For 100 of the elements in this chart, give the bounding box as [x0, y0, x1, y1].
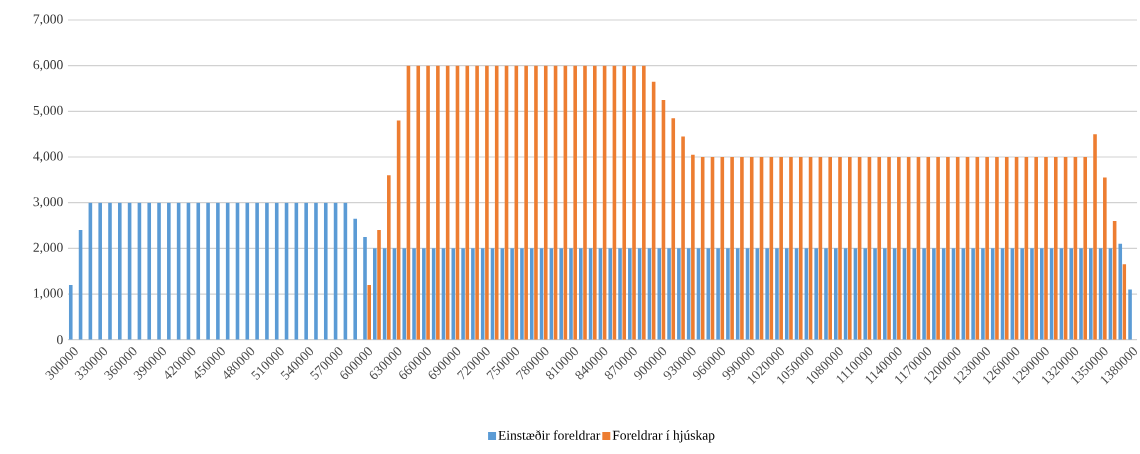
bar [681, 136, 685, 340]
legend-label: Foreldrar í hjúskap [612, 430, 715, 443]
bar [569, 248, 573, 340]
bar [1044, 157, 1048, 340]
bar [206, 202, 210, 340]
bar [971, 248, 975, 340]
bar [990, 248, 995, 340]
bar [147, 202, 152, 340]
bar [784, 248, 789, 340]
bar [255, 202, 259, 340]
bar [798, 157, 803, 340]
bar [716, 248, 720, 340]
y-tick-label: 0 [57, 335, 63, 345]
bar [465, 65, 470, 340]
bar [1089, 248, 1093, 340]
bar [387, 175, 391, 340]
bar [985, 157, 989, 340]
bar [848, 157, 852, 340]
bar [995, 157, 999, 340]
bar [323, 202, 328, 340]
bar [274, 202, 279, 340]
bar [98, 202, 102, 340]
bar [529, 248, 534, 340]
bar [981, 248, 985, 340]
bar [834, 248, 838, 340]
bar [1079, 248, 1083, 340]
bar [824, 248, 828, 340]
bar [671, 118, 676, 340]
bar [373, 248, 377, 340]
bar [946, 157, 950, 340]
bar [436, 65, 440, 340]
bar [749, 157, 754, 340]
bar [932, 248, 936, 340]
bar [475, 65, 479, 340]
bar [216, 202, 220, 340]
bar [632, 65, 636, 340]
bar [1118, 243, 1123, 340]
bar [1034, 157, 1038, 340]
bar [304, 202, 308, 340]
y-tick-label: 6,000 [33, 60, 63, 72]
bar [926, 157, 931, 340]
bar [583, 65, 587, 340]
bar [485, 65, 489, 340]
bar [1103, 177, 1107, 340]
bar [265, 202, 269, 340]
bar [838, 157, 842, 340]
bar [897, 157, 901, 340]
bar [534, 65, 538, 340]
bar [1039, 248, 1044, 340]
bar [642, 65, 646, 340]
bar [667, 248, 671, 340]
bar [863, 248, 868, 340]
y-tick-label: 5,000 [33, 105, 63, 118]
bar [608, 248, 613, 340]
y-tick-label: 2,000 [33, 243, 63, 255]
y-tick-label: 1,000 [34, 288, 63, 300]
bar [657, 248, 662, 340]
bar [422, 248, 426, 340]
bar [622, 65, 627, 340]
bar [451, 248, 456, 340]
bar [510, 248, 514, 340]
bar [740, 157, 744, 340]
bar [1093, 134, 1097, 340]
bar [196, 202, 201, 340]
bar [691, 154, 695, 340]
bar [779, 157, 783, 340]
bar [578, 248, 583, 340]
bar [628, 248, 632, 340]
bar [1053, 157, 1058, 340]
bar [108, 202, 112, 340]
bar [363, 237, 367, 340]
bar [677, 248, 681, 340]
bar [593, 65, 597, 340]
bar [912, 248, 917, 340]
bar [314, 202, 318, 340]
bar [873, 248, 877, 340]
bar [789, 157, 793, 340]
y-tick-label: 7,000 [33, 14, 63, 26]
bar [1083, 157, 1088, 340]
bar [559, 248, 563, 340]
bar [887, 157, 891, 340]
bar [68, 285, 73, 340]
bar [1020, 248, 1024, 340]
bar [416, 65, 421, 340]
bar [494, 65, 499, 340]
bar [377, 230, 381, 340]
bar [461, 248, 465, 340]
y-tick-label: 3,000 [33, 197, 63, 209]
bar [1030, 248, 1034, 340]
bar [471, 248, 475, 340]
bar [1069, 248, 1074, 340]
bar [883, 248, 887, 340]
bar [828, 157, 832, 340]
bar [412, 248, 416, 340]
bar [618, 248, 622, 340]
bar [765, 248, 769, 340]
bar [520, 248, 524, 340]
bar [573, 65, 577, 340]
bar [735, 248, 740, 340]
bar [936, 157, 940, 340]
